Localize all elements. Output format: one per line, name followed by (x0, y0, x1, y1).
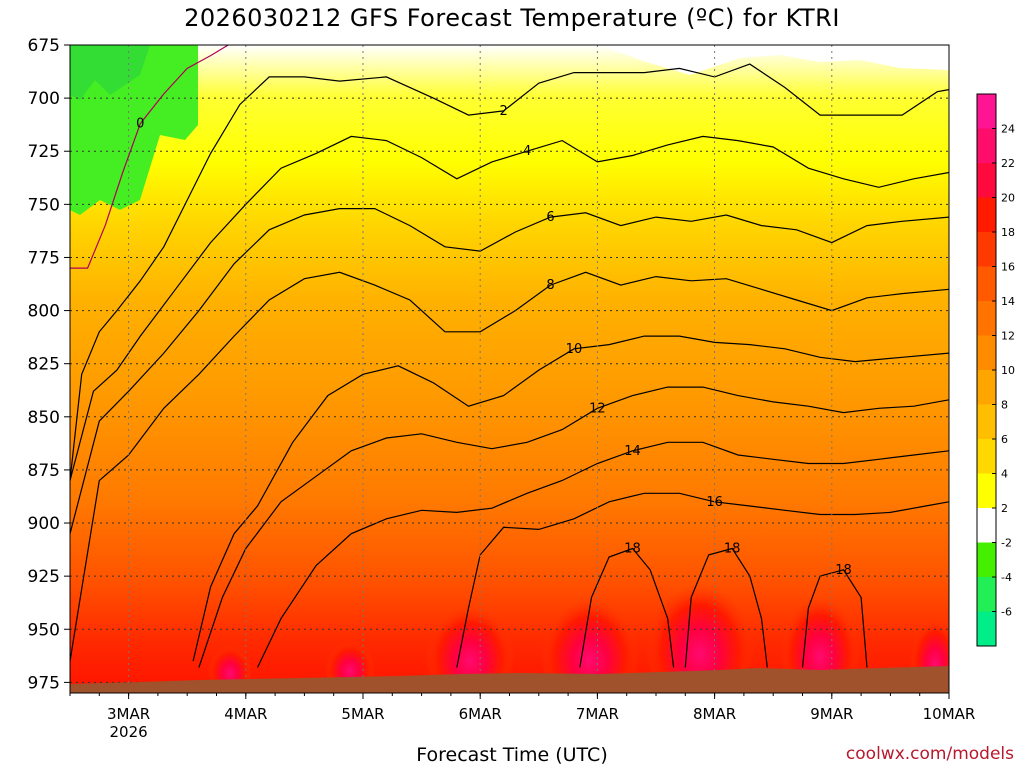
x-tick-label: 10MAR (923, 705, 976, 723)
contour-label: 0 (136, 117, 144, 132)
colorbar-segment (977, 163, 996, 198)
x-tick-label: 5MAR (341, 705, 384, 723)
contour-line (456, 492, 949, 668)
colorbar-label: 12 (1001, 330, 1015, 343)
y-tick-label: 675 (28, 36, 60, 56)
colorbar-label: -2 (1001, 537, 1012, 550)
colorbar-segment (977, 542, 996, 578)
hotspot-6mar (425, 595, 515, 693)
x-tick-label: 9MAR (810, 705, 853, 723)
contour-line (192, 335, 949, 662)
contour-line (70, 45, 229, 269)
colorbar-segment (977, 611, 996, 647)
y-tick-label: 950 (28, 620, 60, 640)
y-tick-label: 875 (28, 461, 60, 481)
contour-line (70, 271, 949, 662)
y-tick-label: 750 (28, 195, 60, 215)
colorbar-label: 6 (1001, 433, 1008, 446)
colorbar-segment (977, 94, 996, 129)
contour-line (70, 135, 949, 481)
contour-label: 4 (523, 144, 531, 159)
y-tick-label: 700 (28, 89, 60, 109)
colorbar: 24 22 20 18 16 14 12 10 8 6 4 2 -2 -4 -6 (976, 93, 1015, 647)
colorbar-label: 4 (1001, 468, 1008, 481)
contour-label: 14 (624, 444, 641, 459)
contour-line (198, 386, 949, 668)
colorbar-label: 14 (1001, 295, 1015, 308)
colorbar-label: 24 (1001, 123, 1015, 136)
contour-label: 18 (624, 542, 641, 557)
y-tick-label: 900 (28, 514, 60, 534)
colorbar-segment (977, 473, 996, 509)
contour-lines (70, 45, 949, 668)
colorbar-segment (977, 197, 996, 233)
x-axis-title: Forecast Time (UTC) (416, 744, 608, 766)
contour-line (684, 547, 768, 668)
colorbar-label: 20 (1001, 192, 1015, 205)
contour-line (70, 63, 949, 481)
x-tick-label: 6MAR (459, 705, 502, 723)
contour-label: 12 (589, 401, 606, 416)
y-tick-label: 775 (28, 248, 60, 268)
colorbar-label: 8 (1001, 399, 1008, 412)
x-tick-label: 3MAR (107, 705, 150, 723)
contour-line (579, 547, 675, 668)
colorbar-segment (977, 577, 996, 612)
colorbar-segment (977, 335, 996, 371)
terrain-ground (70, 666, 949, 693)
colorbar-segment (977, 128, 996, 164)
contour-label: 2 (499, 104, 507, 119)
colorbar-label: 10 (1001, 364, 1015, 377)
colorbar-label: 2 (1001, 502, 1008, 515)
contour-label: 18 (835, 563, 852, 578)
temperature-field (70, 45, 949, 693)
cold-region-minus2 (70, 45, 150, 100)
y-tick-label: 825 (28, 355, 60, 375)
x-tick-label: 8MAR (693, 705, 736, 723)
colorbar-label: -4 (1001, 571, 1012, 584)
colorbar-segment (977, 439, 996, 474)
plot-area (70, 45, 949, 693)
y-tick-label: 800 (28, 302, 60, 322)
contour-label: 6 (546, 210, 554, 225)
colorbar-label: 22 (1001, 157, 1015, 170)
contour-line (801, 569, 868, 668)
hotspot-7mar (540, 586, 640, 693)
near-zero-region (510, 45, 949, 75)
colorbar-label: 18 (1001, 226, 1015, 239)
colorbar-label: 16 (1001, 261, 1015, 274)
y-tick-label: 725 (28, 142, 60, 162)
y-axis: 675 700 725 750 775 800 825 850 875 900 925 950 975 (28, 36, 70, 693)
colorbar-segment (977, 370, 996, 405)
contour-line (70, 208, 949, 534)
colorbar-label: -6 (1001, 606, 1012, 619)
contour-label: 10 (566, 342, 583, 357)
contour-label: 16 (706, 495, 723, 510)
hotspot-9mar (780, 585, 860, 693)
colorbar-segment (977, 266, 996, 302)
contour-label: 18 (724, 542, 741, 557)
credit-link[interactable]: coolwx.com/models (845, 744, 1014, 764)
contour-labels: 0 2 4 6 8 10 12 14 16 18 18 18 (136, 104, 852, 578)
x-tick-sublabel: 2026 (110, 723, 148, 741)
contour-line (256, 441, 949, 668)
x-tick-label: 7MAR (576, 705, 619, 723)
y-tick-label: 975 (28, 673, 60, 693)
x-tick-label: 4MAR (224, 705, 267, 723)
colorbar-segment (977, 404, 996, 440)
colorbar-segment (977, 232, 996, 267)
y-tick-label: 850 (28, 408, 60, 428)
colorbar-segment (977, 508, 996, 543)
chart-title: 2026030212 GFS Forecast Temperature (ºC)… (184, 4, 840, 32)
contour-label: 8 (546, 278, 554, 293)
cold-region-minus4 (70, 45, 198, 215)
colorbar-segment (977, 301, 996, 336)
y-tick-label: 925 (28, 567, 60, 587)
